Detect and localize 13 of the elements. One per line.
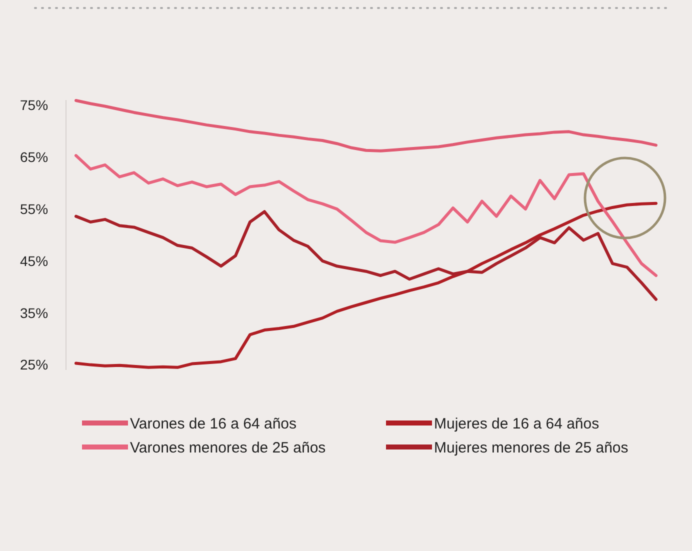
legend-label: Mujeres de 16 a 64 años — [434, 415, 600, 432]
line-series — [74, 154, 658, 277]
y-tick-label: 55% — [20, 200, 48, 217]
line-series — [74, 99, 658, 152]
y-tick-label: 45% — [20, 252, 48, 269]
y-tick-label: 35% — [20, 304, 48, 321]
legend-label: Mujeres menores de 25 años — [434, 439, 628, 456]
legend-label: Varones menores de 25 años — [130, 439, 326, 456]
y-tick-label: 25% — [20, 356, 48, 373]
y-tick-label: 75% — [20, 97, 48, 114]
y-tick-label: 65% — [20, 149, 48, 166]
legend-label: Varones de 16 a 64 años — [130, 415, 297, 432]
line-series — [74, 202, 658, 369]
